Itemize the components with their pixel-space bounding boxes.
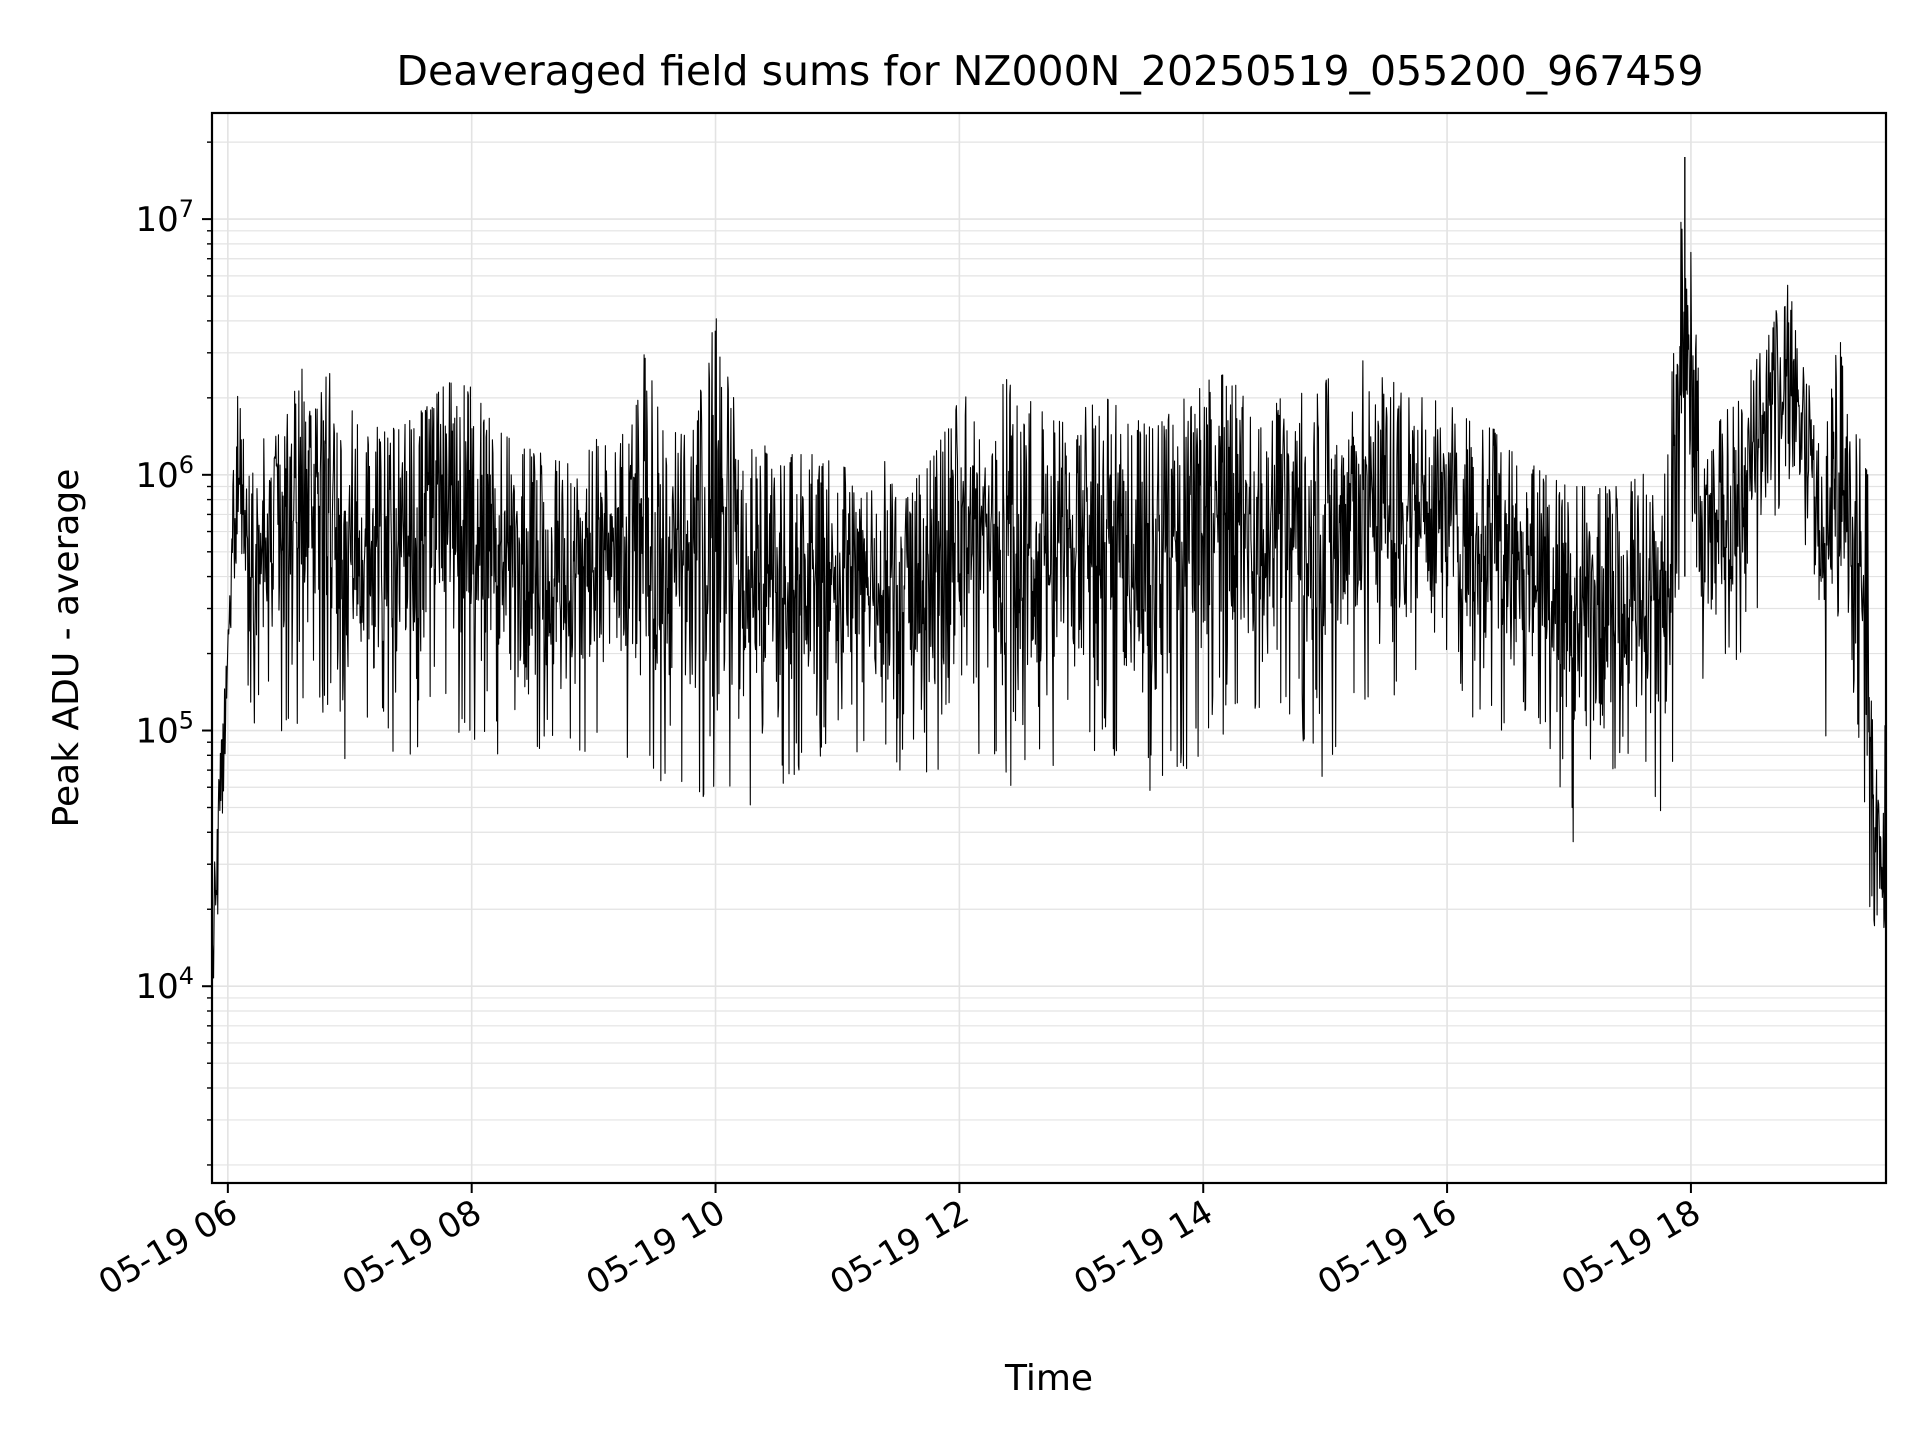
y-axis: 104 105 106 107 xyxy=(135,141,212,1166)
plot-frame xyxy=(210,111,1888,1185)
y-tick-label: 104 xyxy=(135,962,194,1007)
series-layer xyxy=(211,156,1887,979)
y-tick-label: 106 xyxy=(135,451,194,496)
x-axis-label: Time xyxy=(1004,1358,1093,1399)
grid xyxy=(212,113,1886,1183)
chart-title: Deaveraged field sums for NZ000N_2025051… xyxy=(396,47,1703,95)
series-line xyxy=(211,221,1887,979)
y-axis-label: Peak ADU - average xyxy=(46,469,87,828)
y-tick-label: 107 xyxy=(135,195,194,240)
y-tick-label: 105 xyxy=(135,707,194,752)
